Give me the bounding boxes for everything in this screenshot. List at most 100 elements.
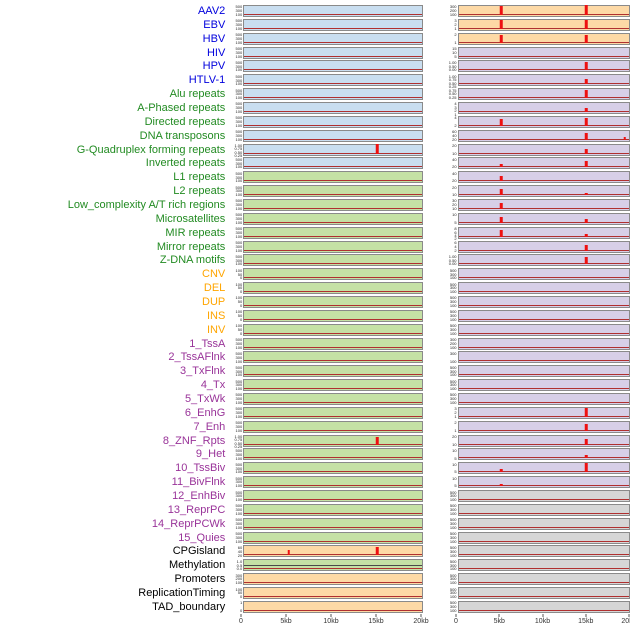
y-tick-label: 4 xyxy=(454,101,457,107)
track-row: 1_TssA 500 300 100 300 200 100 xyxy=(0,337,630,351)
y-tick-label: 0 xyxy=(240,303,243,309)
track-row: 15_Quies 500 300 100 500 300 100 xyxy=(0,531,630,545)
left-y-axis: 500 300 100 xyxy=(228,240,243,252)
signal-spike xyxy=(585,244,588,251)
row-label: INS xyxy=(206,309,226,322)
left-y-axis: 100 50 0 xyxy=(228,323,243,335)
right-track-panel xyxy=(457,295,630,308)
right-track-panel xyxy=(457,171,630,184)
y-tick-label: 100 xyxy=(235,281,243,287)
left-y-axis: 500 300 100 xyxy=(228,129,243,141)
y-tick-label: 50 xyxy=(237,299,243,305)
row-label: 9_Het xyxy=(195,448,226,461)
left-y-axis: 1.0 0.5 0.0 xyxy=(228,559,243,571)
right-track-panel xyxy=(457,226,630,239)
row-label: INV xyxy=(206,323,226,336)
signal-baseline xyxy=(458,124,629,126)
y-tick-label: 1.00 xyxy=(234,434,243,440)
y-tick-label: 300 xyxy=(449,534,457,540)
signal-baseline xyxy=(458,83,629,85)
right-y-axis: 500 300 100 xyxy=(443,379,458,391)
right-y-axis: 20 10 xyxy=(443,434,458,446)
row-label: 10_TssBiv xyxy=(175,462,226,475)
y-tick-label: 100 xyxy=(235,413,243,419)
y-tick-label: 500 xyxy=(235,129,243,135)
row-label: HIV xyxy=(206,46,226,59)
left-y-axis: 100 50 0 xyxy=(228,281,243,294)
signal-baseline xyxy=(458,499,629,500)
y-tick-label: 10 xyxy=(452,49,457,55)
y-tick-label: 2 xyxy=(454,22,457,28)
row-label: CNV xyxy=(202,268,226,281)
row-label: Mirror repeats xyxy=(156,240,226,253)
right-track-panel xyxy=(457,32,630,45)
y-tick-label: 300 xyxy=(449,548,457,554)
signal-baseline xyxy=(244,166,422,168)
left-y-axis: 500 300 100 xyxy=(228,199,243,211)
signal-baseline xyxy=(244,97,422,99)
right-y-axis: 500 300 100 xyxy=(443,490,458,502)
panel-gap xyxy=(423,385,443,386)
right-track-panel xyxy=(457,101,630,114)
y-tick-label: 20 xyxy=(452,202,457,208)
track-row: Z-DNA motifs 500 300 100 1.00 0.50 0.00 xyxy=(0,253,630,267)
track-row: INS 100 50 0 500 300 100 xyxy=(0,309,630,323)
signal-baseline xyxy=(244,110,422,112)
left-y-axis: 500 300 100 xyxy=(228,351,243,363)
left-track-panel xyxy=(243,282,423,295)
signal-spike xyxy=(499,176,503,182)
signal-baseline xyxy=(458,374,629,376)
track-row: 12_EnhBiv 500 300 100 500 300 100 xyxy=(0,489,630,503)
y-tick-label: 300 xyxy=(235,63,243,69)
y-tick-label: 500 xyxy=(235,392,243,398)
right-y-axis: 500 300 100 xyxy=(443,517,458,529)
y-tick-label: 300 xyxy=(235,119,243,125)
right-track-panel xyxy=(457,282,630,295)
track-row: 9_Het 500 300 100 10 5 xyxy=(0,448,630,462)
y-tick-label: 3 xyxy=(454,18,457,24)
signal-spike xyxy=(499,189,503,196)
y-tick-label: 2 xyxy=(454,410,457,416)
right-track-panel xyxy=(457,143,630,156)
row-label: 12_EnhBiv xyxy=(172,490,226,502)
y-tick-label: 500 xyxy=(235,115,243,121)
right-track-panel xyxy=(457,185,630,198)
signal-spike xyxy=(585,407,588,417)
right-y-axis: 15 10 5 xyxy=(443,46,458,58)
signal-spike xyxy=(499,118,503,126)
y-tick-label: 100 xyxy=(449,510,457,516)
signal-baseline xyxy=(458,110,629,112)
left-y-axis: 500 300 100 xyxy=(228,462,243,474)
row-label: Inverted repeats xyxy=(145,157,226,170)
y-tick-label: 500 xyxy=(235,4,243,10)
track-row: 14_ReprPCWk 500 300 100 500 300 100 xyxy=(0,517,630,531)
signal-baseline xyxy=(458,360,629,362)
y-tick-label: 100 xyxy=(235,81,243,87)
right-track-panel xyxy=(457,323,630,336)
signal-spike xyxy=(585,108,588,112)
panel-gap xyxy=(423,24,443,25)
y-tick-label: 0.75 xyxy=(448,77,457,83)
signal-baseline xyxy=(244,401,422,403)
y-tick-label: 2 xyxy=(454,420,457,426)
signal-baseline xyxy=(458,512,629,514)
row-label: AAV2 xyxy=(197,4,226,17)
right-track-panel xyxy=(457,559,630,572)
signal-baseline xyxy=(458,166,629,168)
y-tick-label: 100 xyxy=(235,109,243,115)
signal-spike xyxy=(376,437,379,445)
signal-baseline xyxy=(244,152,422,154)
y-tick-label: 500 xyxy=(449,572,457,578)
right-y-axis: 20 10 xyxy=(443,143,458,155)
panel-gap xyxy=(423,107,443,108)
right-track-panel xyxy=(457,448,630,461)
left-y-axis: 1.00 0.75 0.50 0.25 xyxy=(228,143,243,158)
panel-gap xyxy=(423,232,443,233)
track-row: INV 100 50 0 500 300 100 xyxy=(0,323,630,337)
y-tick-label: 50 xyxy=(237,590,243,596)
panel-gap xyxy=(423,412,443,413)
